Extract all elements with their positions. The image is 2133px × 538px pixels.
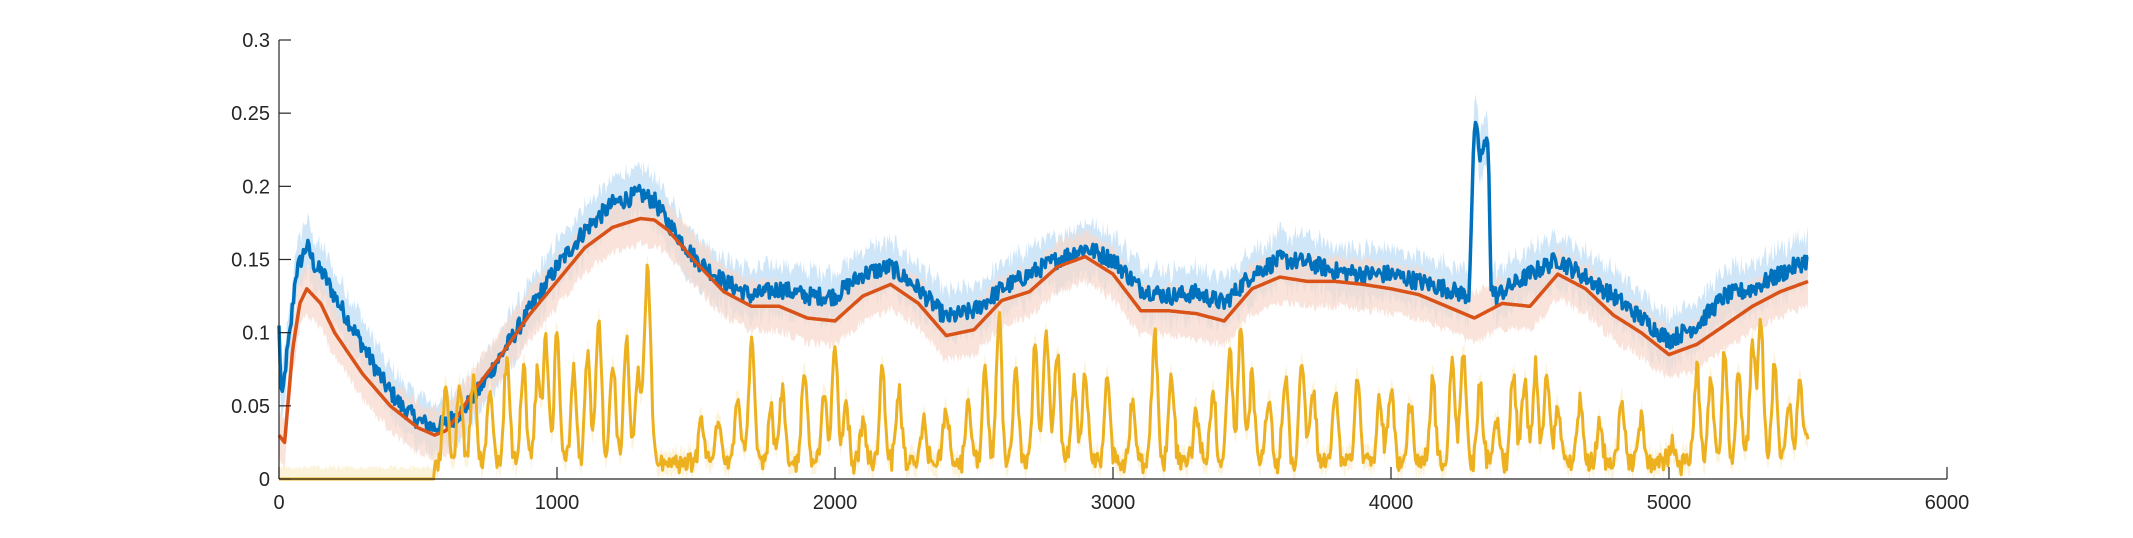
y-tick-label: 0 — [259, 469, 270, 491]
x-tick-label: 6000 — [1925, 492, 1970, 514]
y-tick-label: 0.15 — [231, 250, 270, 272]
y-tick-label: 0.2 — [242, 176, 270, 198]
y-tick-label: 0.05 — [231, 396, 270, 418]
series-2-line — [277, 216, 1809, 445]
x-tick-label: 2000 — [813, 492, 858, 514]
series-3-line — [278, 263, 1810, 481]
y-tick-label: 0.25 — [231, 103, 270, 125]
y-tick-label: 0.1 — [242, 323, 270, 345]
x-tick-label: 5000 — [1647, 492, 1692, 514]
y-tick-label: 0.3 — [242, 30, 270, 52]
x-tick-label: 1000 — [535, 492, 580, 514]
axes: 0 1000 2000 3000 4000 5000 6000 0 0.05 0.1 0.15 0.2… — [231, 30, 1969, 514]
series-2-band — [279, 189, 1808, 472]
x-tick-label: 4000 — [1369, 492, 1414, 514]
x-tick-label: 0 — [273, 492, 284, 514]
x-tick-label: 3000 — [1091, 492, 1136, 514]
series-lines — [277, 120, 1810, 481]
series-1-line — [277, 120, 1809, 435]
